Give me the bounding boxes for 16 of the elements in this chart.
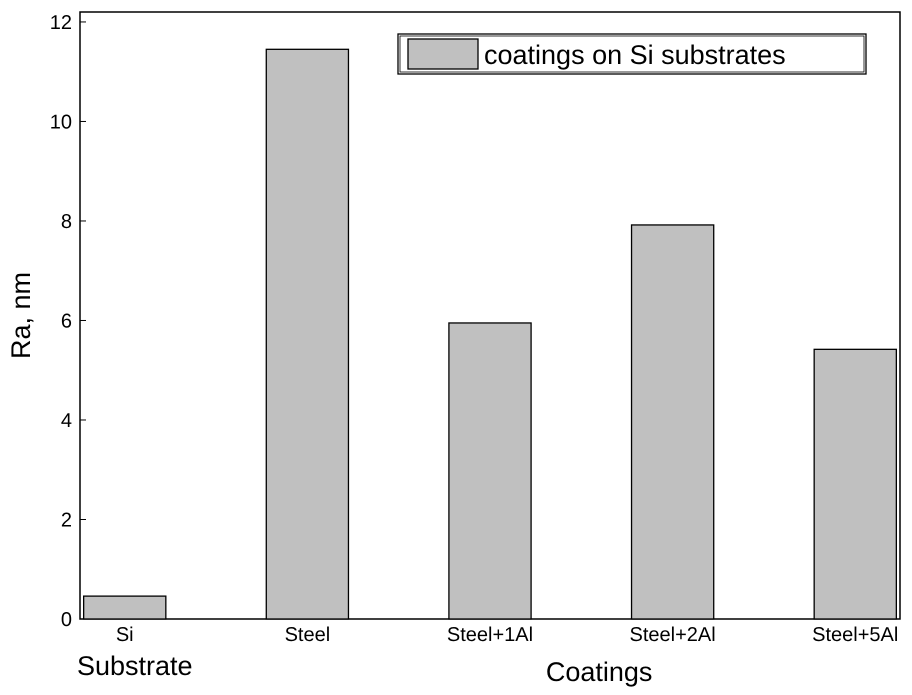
x-tick-label: Si bbox=[116, 624, 134, 646]
y-tick-label: 12 bbox=[50, 12, 72, 34]
text: Substrate bbox=[76, 651, 193, 681]
y-tick-label: 0 bbox=[60, 609, 72, 631]
x-tick-label: Steel+2Al bbox=[630, 624, 716, 646]
y-tick-label: 2 bbox=[60, 509, 72, 532]
legend-label: coatings on Si substrates bbox=[484, 40, 786, 70]
x-tick-label: Steel bbox=[284, 624, 330, 646]
x-tick-label: Steel+1Al bbox=[446, 624, 534, 646]
y-tick-label: 8 bbox=[60, 210, 72, 233]
y-axis-title: Ra, nm bbox=[6, 272, 36, 360]
y-tick-label: 6 bbox=[60, 310, 72, 332]
x-axis-title: Coatings bbox=[546, 657, 652, 687]
x-tick-label: Steel+5Al bbox=[812, 624, 898, 646]
y-tick-label: 4 bbox=[60, 410, 72, 432]
y-tick-label: 10 bbox=[50, 111, 72, 134]
